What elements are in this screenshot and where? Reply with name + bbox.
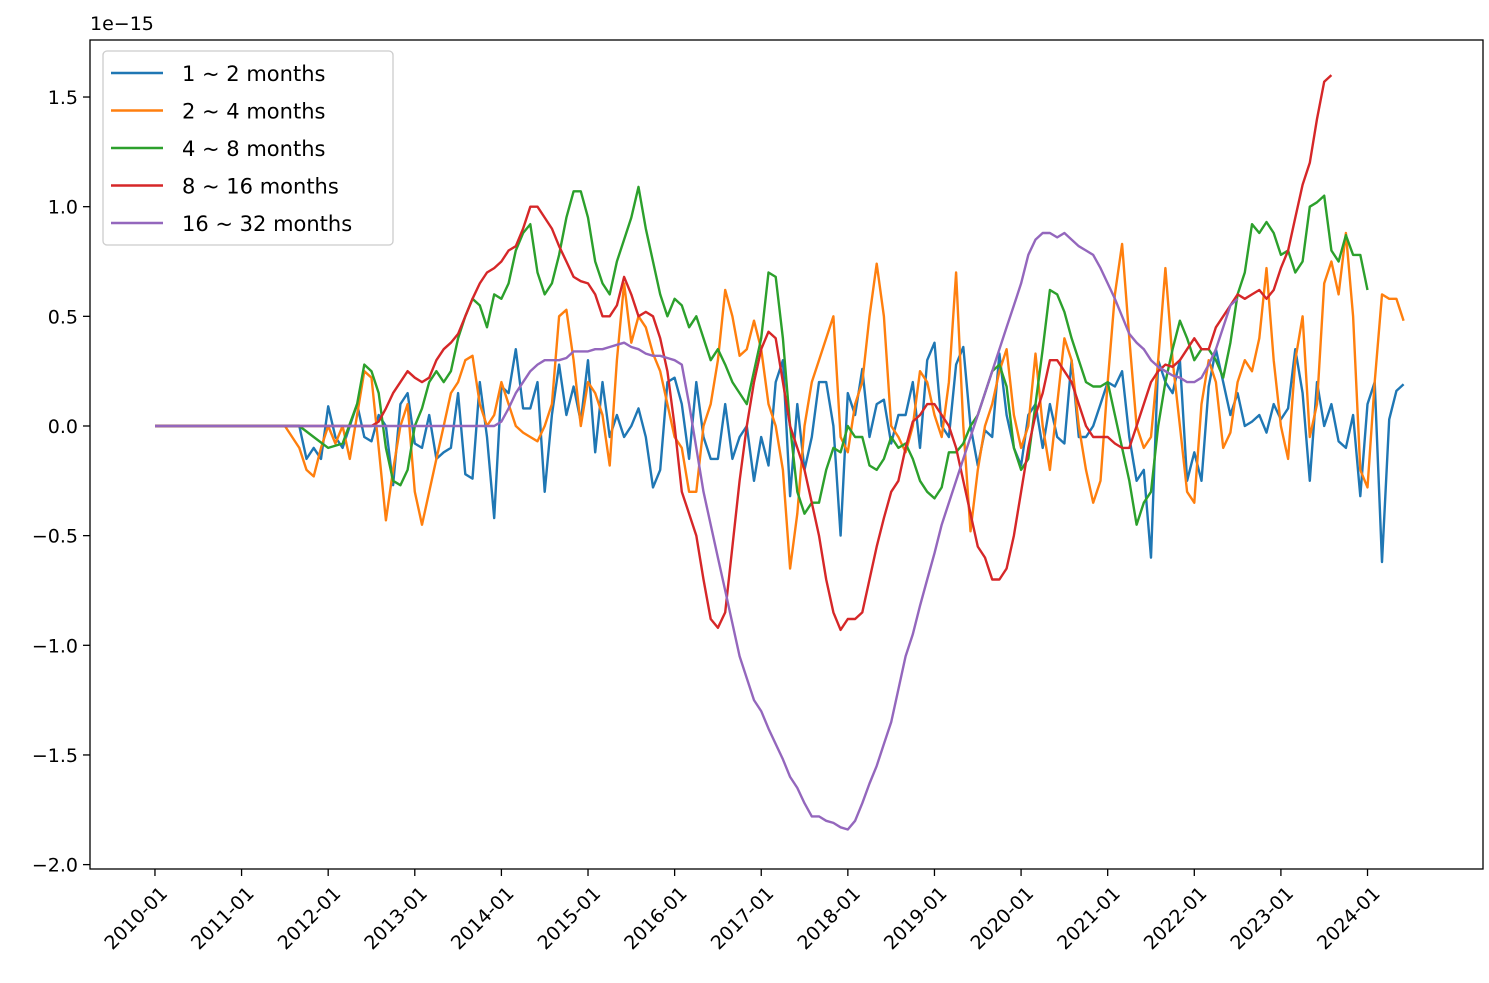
legend-label-1: 1 ~ 2 months: [182, 62, 325, 86]
legend-frame: [102, 50, 394, 246]
series-line-5: [155, 231, 1239, 831]
y-tick-label: 1.5: [48, 87, 78, 109]
series-line-1: [155, 341, 1405, 564]
y-tick-label: −1.0: [32, 635, 78, 657]
legend-label-4: 8 ~ 16 months: [182, 175, 339, 199]
y-tick-label: −0.5: [32, 526, 78, 548]
plot-area-frame: [89, 39, 1484, 870]
legend-label-3: 4 ~ 8 months: [182, 137, 325, 161]
y-axis: 1.5 1.0 0.5 0.0 −0.5 −1.0 −1.5 −2.0: [32, 87, 90, 877]
y-tick-label: 0.0: [48, 416, 78, 438]
series-line-2: [155, 231, 1405, 570]
y-tick-label: −1.5: [32, 745, 78, 767]
legend-label-2: 2 ~ 4 months: [182, 100, 325, 124]
y-offset-label: 1e−15: [90, 13, 154, 35]
legend-label-5: 16 ~ 32 months: [182, 212, 352, 236]
series-lines: [155, 74, 1405, 831]
y-tick-label: 0.5: [48, 306, 78, 328]
series-line-4: [155, 74, 1333, 632]
y-tick-label: −2.0: [32, 855, 78, 877]
series-line-3: [155, 185, 1369, 526]
legend: 1 ~ 2 months 2 ~ 4 months 4 ~ 8 months 8 ~ …: [102, 50, 394, 246]
y-tick-label: 1.0: [48, 197, 78, 219]
